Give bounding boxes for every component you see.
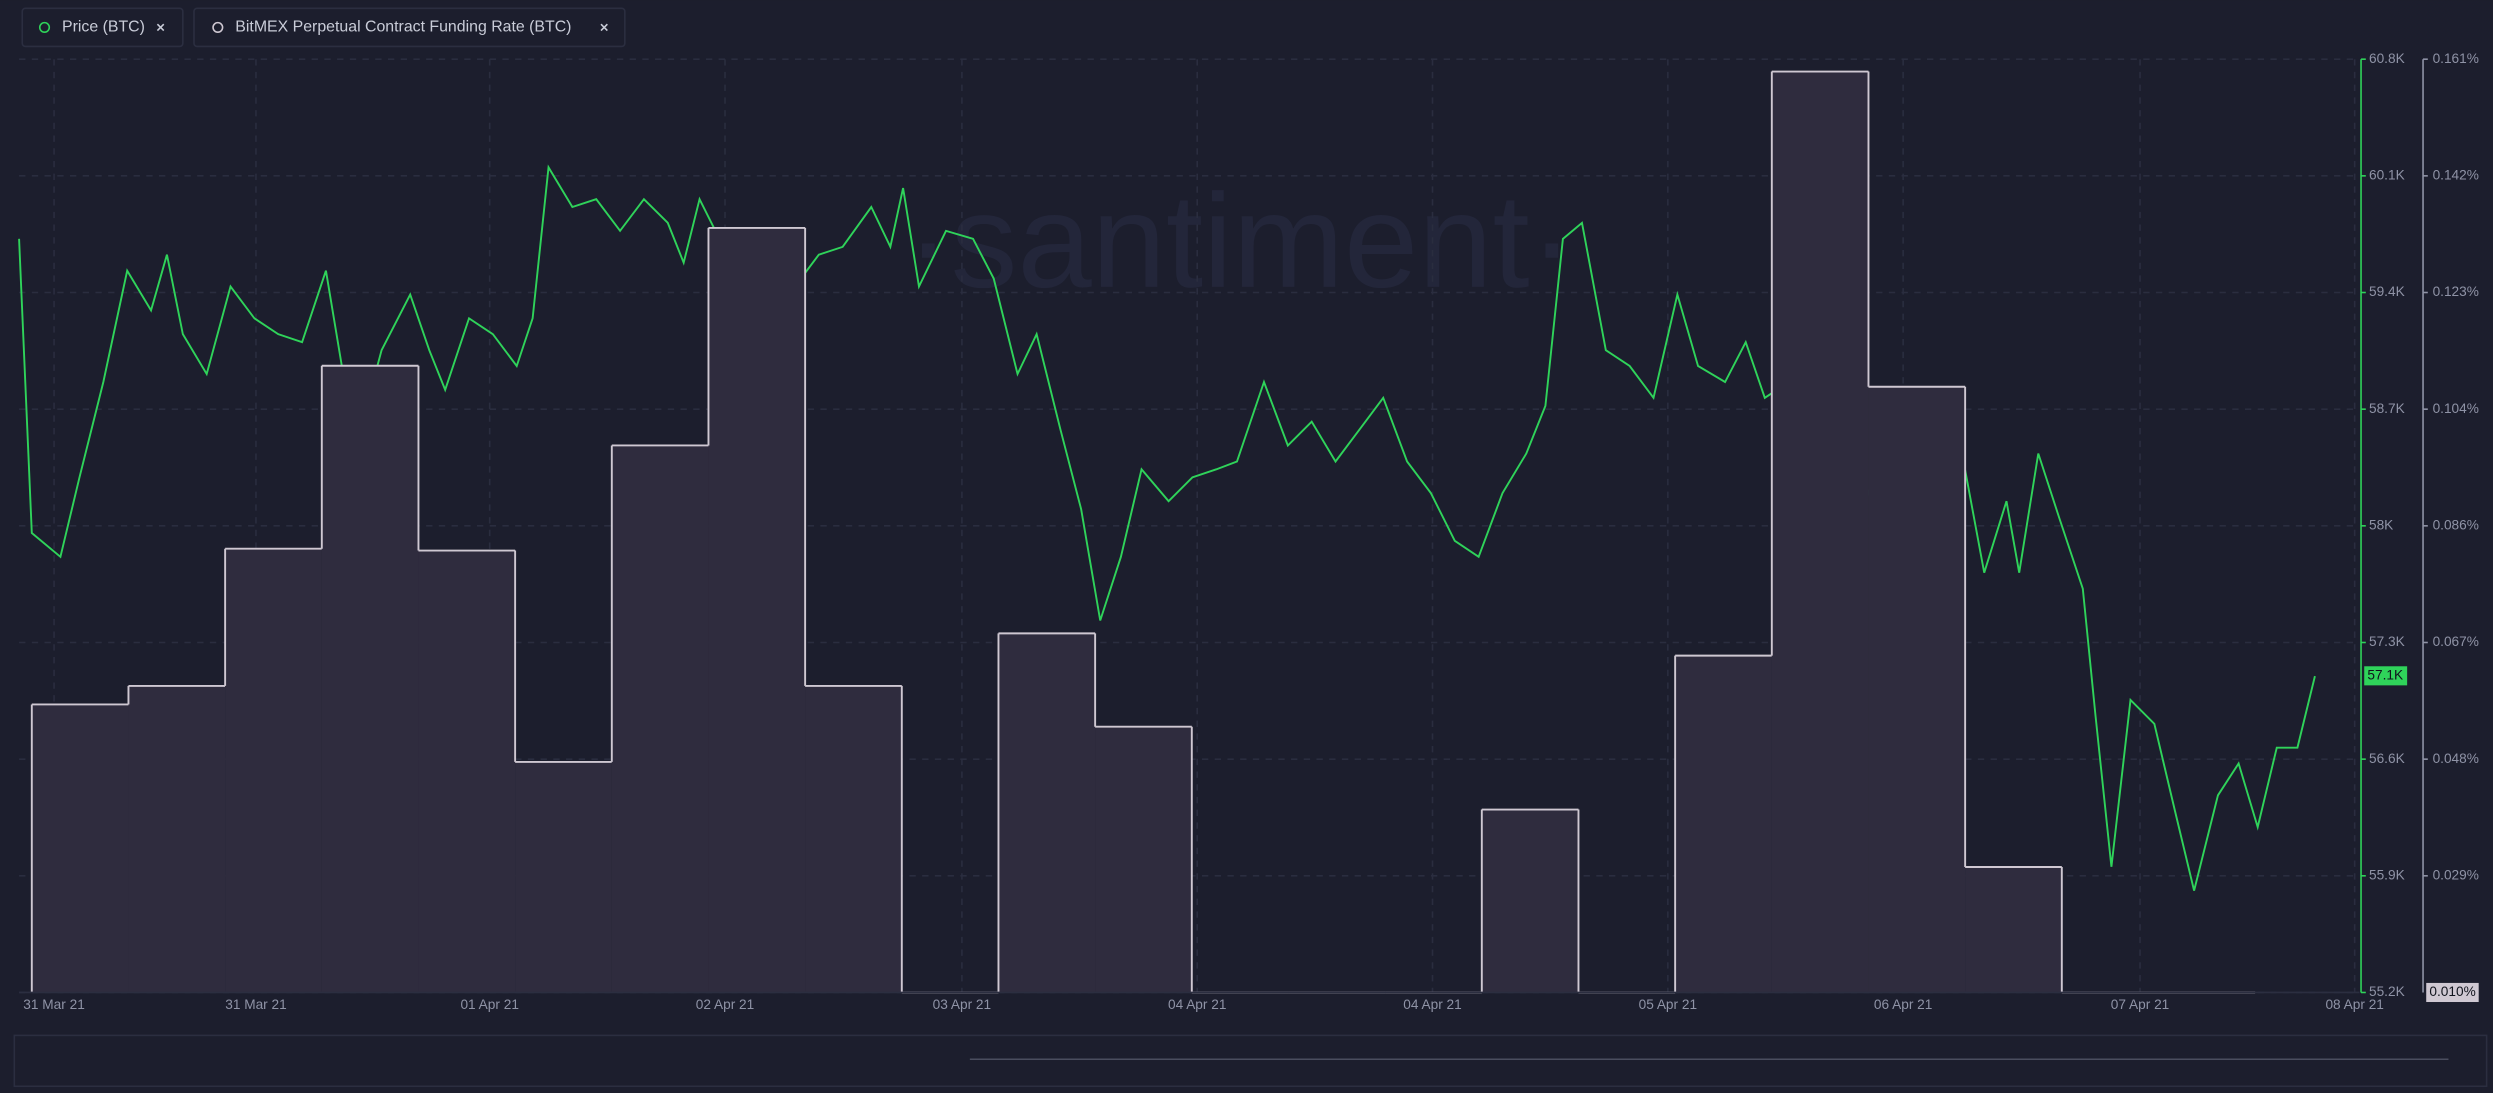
funding-bar	[998, 633, 1096, 993]
funding-bar	[515, 761, 612, 993]
y-tick-label: 60.1K	[2369, 167, 2405, 182]
x-tick-label: 03 Apr 21	[933, 997, 991, 1012]
y2-tick-label: 0.142%	[2433, 167, 2479, 182]
y-tick-label: 55.2K	[2369, 984, 2405, 999]
y-tick-label: 60.8K	[2369, 51, 2405, 66]
y-tick-label: 55.9K	[2369, 867, 2405, 882]
y2-tick-label: 0.029%	[2433, 867, 2479, 882]
funding-bar	[225, 548, 322, 993]
plot-area	[18, 58, 2360, 994]
funding-bar	[611, 445, 709, 993]
x-tick-label: 01 Apr 21	[460, 997, 518, 1012]
funding-bar	[1965, 867, 2062, 993]
legend-label: Price (BTC)	[62, 19, 145, 36]
y2-tick-label: 0.123%	[2433, 284, 2479, 299]
navigator[interactable]	[13, 1034, 2488, 1088]
y-tick-label: 58.7K	[2369, 401, 2405, 416]
last-funding-label: 0.010%	[2429, 984, 2475, 999]
y2-tick-label: 0.067%	[2433, 634, 2479, 649]
x-tick-label: 05 Apr 21	[1639, 997, 1697, 1012]
funding-bar	[1481, 809, 1579, 993]
funding-bar	[1771, 71, 1869, 993]
x-tick-label: 02 Apr 21	[696, 997, 754, 1012]
price-line	[18, 164, 2316, 891]
y2-tick-label: 0.086%	[2433, 517, 2479, 532]
legend-icon	[212, 21, 224, 33]
last-price-label: 57.1K	[2367, 667, 2403, 682]
last-price-box	[2364, 666, 2408, 686]
y-tick-label: 57.3K	[2369, 634, 2405, 649]
x-tick-label: 06 Apr 21	[1874, 997, 1932, 1012]
legend-close[interactable]	[600, 23, 608, 32]
x-tick-label: 04 Apr 21	[1168, 997, 1226, 1012]
funding-bar	[1095, 726, 1192, 993]
funding-series	[30, 70, 2256, 994]
watermark: ·santiment·	[906, 167, 1574, 316]
funding-bar	[31, 704, 129, 993]
legend-icon	[38, 21, 51, 33]
legend-close[interactable]	[156, 23, 165, 32]
y-tick-label: 56.6K	[2369, 751, 2405, 766]
funding-bar	[321, 365, 419, 993]
y-tick-label: 59.4K	[2369, 284, 2405, 299]
funding-bar	[708, 227, 806, 993]
funding-bar	[805, 685, 902, 993]
funding-bar	[1675, 655, 1772, 993]
y2-tick-label: 0.104%	[2433, 401, 2479, 416]
y2-tick-label: 0.161%	[2433, 51, 2479, 66]
x-tick-label: 08 Apr 21	[2325, 997, 2383, 1012]
legend-chip[interactable]	[21, 7, 184, 48]
funding-bar	[1868, 386, 1966, 993]
x-tick-label: 04 Apr 21	[1403, 997, 1461, 1012]
legend: Price (BTC) BitMEX Perpetual Contract Fu…	[21, 7, 626, 48]
x-tick-label: 31 Mar 21	[225, 997, 287, 1012]
last-funding-box	[2426, 982, 2479, 1003]
legend-chip[interactable]	[193, 7, 626, 48]
y-tick-label: 58K	[2369, 517, 2393, 532]
x-tick-label: 07 Apr 21	[2111, 997, 2169, 1012]
legend-label: BitMEX Perpetual Contract Funding Rate (…	[235, 19, 571, 36]
funding-bar	[418, 550, 516, 993]
y2-tick-label: 0.048%	[2433, 751, 2479, 766]
x-tick-label: 31 Mar 21	[23, 997, 85, 1012]
funding-bar	[128, 685, 226, 993]
